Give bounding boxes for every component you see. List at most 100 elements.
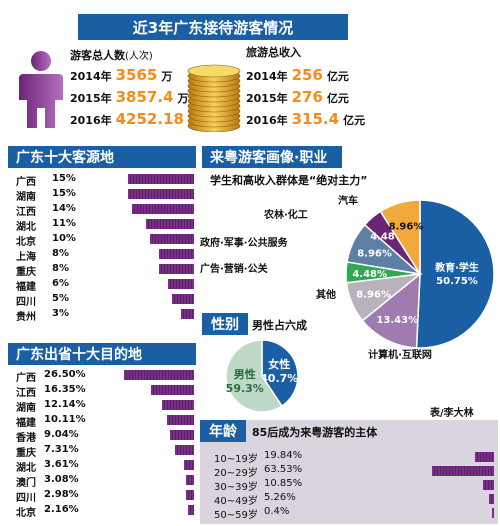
bar <box>188 505 194 515</box>
gender-title: 性别 <box>211 317 239 333</box>
age-bar <box>432 466 494 476</box>
bar <box>124 370 194 380</box>
visitors-row: 2014年 3565 万 <box>70 66 230 86</box>
bar-value-label: 3.61% <box>44 459 79 470</box>
income-year: 2016年 <box>246 114 288 127</box>
pie-slice-label: 8.96% <box>357 248 392 259</box>
pie-slice <box>225 339 283 413</box>
bar-category-label: 湖南 <box>16 403 36 414</box>
bar-category-label: 湖南 <box>16 192 36 203</box>
bar-value-label: 6% <box>52 278 69 289</box>
age-title: 年龄 <box>209 424 237 440</box>
bar-value-label: 15% <box>52 188 76 199</box>
pie-slice-name: 男性 <box>234 367 256 381</box>
age-category-label: 30~39岁 <box>214 482 258 493</box>
pie-slice-label: 8.96% <box>389 222 424 233</box>
bar <box>172 294 194 304</box>
bar <box>186 490 194 500</box>
bar <box>159 249 194 259</box>
pie-slice-label: 40.7% <box>260 372 298 385</box>
age-value-label: 19.84% <box>264 450 303 461</box>
age-bar <box>475 452 494 462</box>
pie-slice-label: 8.96% <box>356 290 391 301</box>
income-year: 2015年 <box>246 92 288 105</box>
pie-slice <box>415 199 495 349</box>
bar-value-label: 5% <box>52 293 69 304</box>
income-value: 315.4 <box>291 110 340 128</box>
income-unit: 亿元 <box>326 70 349 83</box>
main-title-bar: 近3年广东接待游客情况 <box>78 14 348 40</box>
income-year: 2014年 <box>246 70 288 83</box>
bar <box>168 279 194 289</box>
visitors-value: 4252.18 <box>115 110 184 128</box>
pie-slice-name: 政府·军事·公共服务 <box>200 236 289 249</box>
income-value: 256 <box>291 66 323 84</box>
bar <box>170 430 194 440</box>
bar <box>175 445 194 455</box>
age-value-label: 0.4% <box>264 506 290 517</box>
age-category-label: 10~19岁 <box>214 454 258 465</box>
bar-value-label: 15% <box>52 173 76 184</box>
bar <box>181 309 194 319</box>
bar-value-label: 11% <box>52 218 76 229</box>
visitors-unit: 万 <box>161 70 173 83</box>
pie-slice <box>379 199 421 277</box>
age-header: 年龄 <box>200 420 246 442</box>
visitors-row: 2015年 3857.4 万 <box>70 88 230 108</box>
visitors-year: 2014年 <box>70 70 112 83</box>
dest-chart: 广西 26.50% 江西 16.35% 湖南 12.14% 福建 10.11% 香港 9.04% 重… <box>8 368 196 520</box>
pie-slice-name: 农林·化工 <box>263 208 308 221</box>
income-value: 276 <box>291 88 323 106</box>
visitors-label: 游客总人数 <box>70 49 125 62</box>
visitors-block: 游客总人数(人次) <box>68 44 218 63</box>
source-header: 广东十大客源地 <box>8 146 196 168</box>
visitors-year: 2015年 <box>70 92 112 105</box>
bar-category-label: 福建 <box>16 418 36 429</box>
visitors-year: 2016年 <box>70 114 112 127</box>
bar <box>132 204 194 214</box>
bar-value-label: 7.31% <box>44 444 79 455</box>
portrait-title: 来粤游客画像·职业 <box>210 150 328 166</box>
bar-category-label: 江西 <box>16 207 36 218</box>
bar <box>159 264 194 274</box>
bar-value-label: 2.16% <box>44 504 79 515</box>
visitors-unit: 万 <box>177 92 189 105</box>
age-bar <box>489 494 494 504</box>
gender-subtitle: 男性占六成 <box>252 319 307 332</box>
pie-slice-label: 59.3% <box>226 382 264 395</box>
bar <box>146 219 194 229</box>
source-chart: 广西 15% 湖南 15% 江西 14% 湖北 11% 北京 10% 上海 8% 重庆 8% 福建 6% 四川 5… <box>8 172 196 324</box>
age-bar <box>483 480 494 490</box>
age-category-label: 20~29岁 <box>214 468 258 479</box>
source-title: 广东十大客源地 <box>16 150 114 166</box>
bar-category-label: 四川 <box>16 493 36 504</box>
bar <box>167 415 194 425</box>
bar-category-label: 江西 <box>16 388 36 399</box>
income-row: 2015年 276 亿元 <box>246 88 376 108</box>
bar-category-label: 北京 <box>16 508 36 519</box>
bar-value-label: 16.35% <box>44 384 86 395</box>
bar-value-label: 26.50% <box>44 369 86 380</box>
bar <box>186 475 194 485</box>
pie-slice-name: 女性 <box>268 357 290 371</box>
pie-slice <box>361 272 421 349</box>
age-chart: 10~19岁 19.84% 20~29岁 63.53% 30~39岁 10.85% 40~4… <box>200 446 498 522</box>
bar-value-label: 3% <box>52 308 69 319</box>
pie-slice-label: 50.75% <box>436 276 478 287</box>
gender-header: 性别 <box>202 313 248 335</box>
age-category-label: 40~49岁 <box>214 496 258 507</box>
bar-category-label: 四川 <box>16 297 36 308</box>
main-title: 近3年广东接待游客情况 <box>132 18 294 37</box>
age-value-label: 63.53% <box>264 464 303 475</box>
bar-category-label: 香港 <box>16 433 36 444</box>
income-row: 2014年 256 亿元 <box>246 66 376 86</box>
occupation-pie: 教育·学生 50.75% 13.43% 计算机·互联网 8.96% 其他 4.48% 广告·营… <box>200 194 495 361</box>
person-icon <box>18 50 64 130</box>
dest-header: 广东出省十大目的地 <box>8 343 196 365</box>
age-bar <box>492 508 494 518</box>
income-unit: 亿元 <box>326 92 349 105</box>
pie-slice-name: 广告·营销·公关 <box>200 262 268 275</box>
visitors-value: 3857.4 <box>115 88 174 106</box>
bar-value-label: 12.14% <box>44 399 86 410</box>
